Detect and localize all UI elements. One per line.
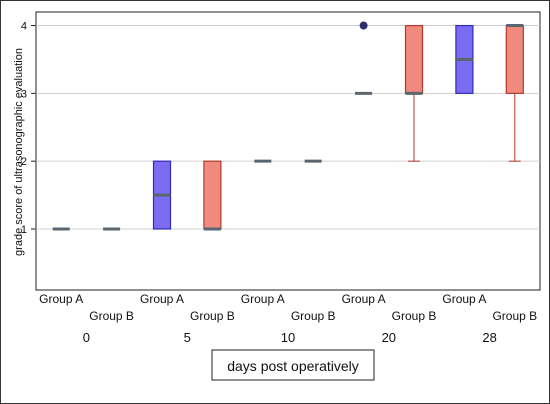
x-time-label: 10 xyxy=(281,330,295,345)
x-group-label: Group A xyxy=(241,292,285,306)
y-tick-label-1: 1 xyxy=(21,224,27,236)
box-group-a-day-20 xyxy=(355,21,373,95)
x-group-label: Group A xyxy=(39,292,83,306)
box-group-b-day-20 xyxy=(404,24,424,162)
box-body xyxy=(505,24,524,94)
x-group-label: Group A xyxy=(442,292,486,306)
box-group-b-day-5 xyxy=(203,160,222,231)
x-group-label: Group A xyxy=(342,292,386,306)
x-axis-label: days post operatively xyxy=(227,358,359,374)
box-group-a-day-5 xyxy=(152,160,172,230)
box-group-b-day-28 xyxy=(505,24,524,162)
x-group-label: Group B xyxy=(291,309,336,323)
x-group-label: Group B xyxy=(392,309,437,323)
box-layer xyxy=(52,21,524,231)
x-group-label: Group B xyxy=(190,309,235,323)
outlier-point xyxy=(359,21,368,30)
box-body xyxy=(404,24,424,94)
y-tick-label-3: 3 xyxy=(21,88,27,100)
x-axis-labels: Group A Group B 0 Group A Group B 5 Group A Gro… xyxy=(39,292,537,345)
y-tick-label-4: 4 xyxy=(21,21,27,33)
x-axis-label-box xyxy=(211,349,375,381)
x-group-label: Group A xyxy=(140,292,184,306)
x-time-label: 20 xyxy=(382,330,396,345)
x-group-label: Group B xyxy=(492,309,537,323)
y-axis: 1 2 3 4 xyxy=(21,21,36,236)
box-body xyxy=(203,160,222,230)
y-axis-label: grade score of ultrasonographic evaluati… xyxy=(13,48,25,256)
box-group-a-day-28 xyxy=(455,24,474,94)
x-time-label: 0 xyxy=(83,330,90,345)
x-time-label: 5 xyxy=(184,330,191,345)
x-group-label: Group B xyxy=(89,309,134,323)
y-tick-label-2: 2 xyxy=(21,156,27,168)
x-time-label: 28 xyxy=(482,330,496,345)
